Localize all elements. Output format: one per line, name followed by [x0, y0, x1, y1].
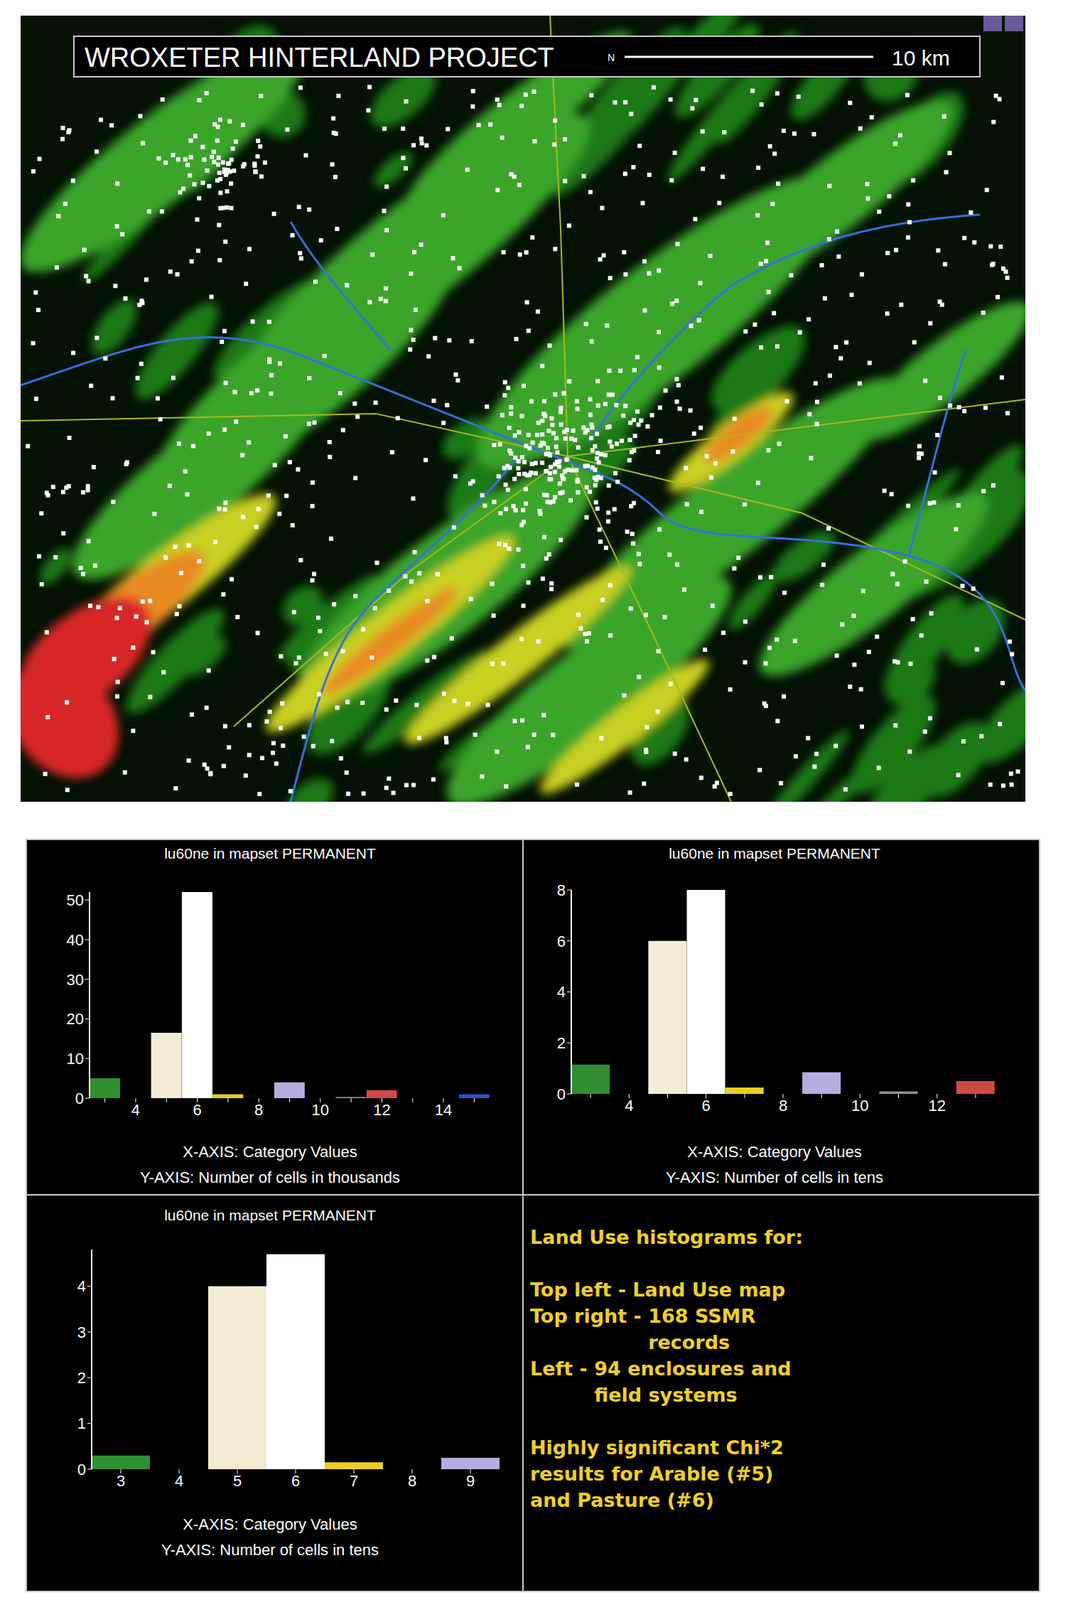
html-text:Highly significant Chi*2: Highly significant Chi*2 [530, 1436, 784, 1459]
svg-text:8: 8 [407, 1471, 417, 1490]
html-text:X-AXIS: Category Values: X-AXIS: Category Values [687, 1142, 862, 1161]
html-text:Top left - Land Use map: Top left - Land Use map [530, 1278, 786, 1301]
svg-text:50: 50 [66, 891, 84, 909]
svg-text:30: 30 [66, 970, 84, 989]
svg-text:0: 0 [75, 1089, 84, 1108]
svg-text:6: 6 [192, 1100, 202, 1119]
svg-text:6: 6 [702, 1096, 711, 1115]
svg-text:8: 8 [778, 1096, 788, 1115]
svg-text:WROXETER HINTERLAND PROJECT: WROXETER HINTERLAND PROJECT [84, 42, 555, 73]
html-text:Left - 94 enclosures and: Left - 94 enclosures and [530, 1357, 792, 1380]
svg-text:8: 8 [557, 881, 566, 899]
svg-text:4: 4 [131, 1100, 140, 1119]
svg-text:4: 4 [624, 1096, 634, 1115]
html-text:Y-AXIS: Number of cells in ten: Y-AXIS: Number of cells in tens [665, 1168, 884, 1186]
html-text:lu60ne in mapset PERMANENT: lu60ne in mapset PERMANENT [164, 1206, 376, 1223]
svg-text:4: 4 [174, 1471, 184, 1490]
svg-text:10: 10 [66, 1049, 84, 1068]
svg-text:6: 6 [557, 932, 566, 951]
svg-text:10 km: 10 km [891, 46, 951, 70]
html-text:Land Use histograms for:: Land Use histograms for: [530, 1225, 803, 1248]
svg-text:7: 7 [349, 1471, 359, 1490]
html-text:lu60ne in mapset PERMANENT: lu60ne in mapset PERMANENT [164, 844, 376, 862]
svg-text:20: 20 [66, 1009, 84, 1028]
html-text:results for Arable (#5): results for Arable (#5) [530, 1462, 774, 1485]
html-text:Y-AXIS: Number of cells in ten: Y-AXIS: Number of cells in tens [161, 1540, 379, 1559]
html-text:lu60ne in mapset PERMANENT: lu60ne in mapset PERMANENT [668, 844, 881, 862]
html-text:records: records [648, 1330, 730, 1353]
svg-text:10: 10 [311, 1100, 329, 1119]
svg-text:14: 14 [434, 1100, 452, 1119]
html-text:Top right - 168 SSMR: Top right - 168 SSMR [530, 1304, 756, 1327]
svg-text:4: 4 [557, 982, 566, 1001]
svg-text:40: 40 [66, 930, 84, 949]
html-text:field systems: field systems [594, 1383, 738, 1406]
svg-text:12: 12 [373, 1100, 391, 1119]
svg-text:2: 2 [557, 1033, 566, 1052]
svg-text:10: 10 [851, 1096, 869, 1115]
svg-text:5: 5 [233, 1471, 242, 1490]
svg-text:3: 3 [116, 1471, 126, 1490]
svg-text:12: 12 [928, 1096, 946, 1115]
html-text:X-AXIS: Category Values: X-AXIS: Category Values [182, 1142, 358, 1161]
svg-text:6: 6 [291, 1471, 300, 1490]
svg-text:2: 2 [77, 1368, 86, 1387]
html-text:X-AXIS: Category Values: X-AXIS: Category Values [182, 1514, 358, 1533]
html-text:Y-AXIS: Number of cells in tho: Y-AXIS: Number of cells in thousands [139, 1168, 401, 1186]
svg-text:4: 4 [77, 1276, 86, 1295]
svg-text:9: 9 [466, 1471, 475, 1490]
svg-text:N: N [607, 51, 615, 64]
svg-text:0: 0 [77, 1460, 86, 1479]
html-text:and Pasture (#6): and Pasture (#6) [530, 1488, 714, 1511]
svg-text:3: 3 [77, 1323, 86, 1341]
svg-text:0: 0 [557, 1085, 566, 1103]
svg-text:8: 8 [254, 1100, 263, 1119]
svg-text:1: 1 [77, 1414, 86, 1432]
